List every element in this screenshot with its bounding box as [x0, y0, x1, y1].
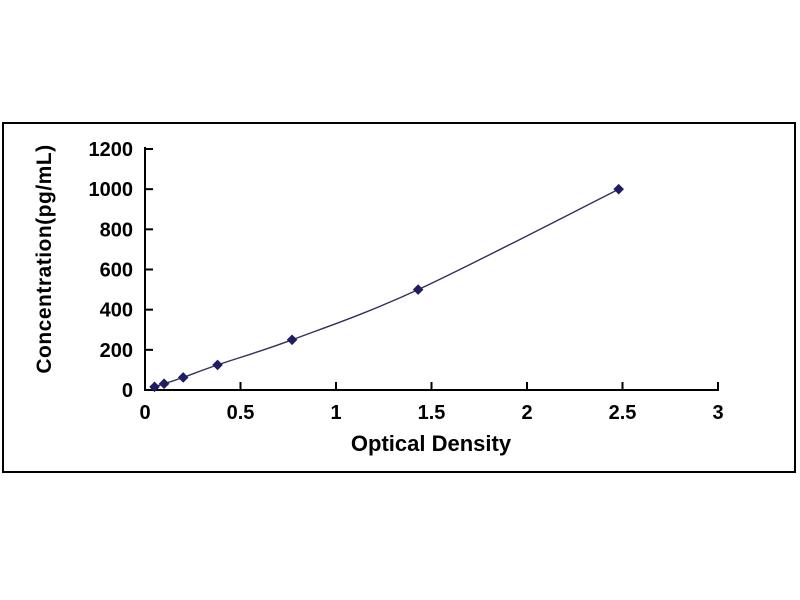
data-point-marker [149, 381, 160, 393]
x-tick-label: 1.5 [418, 402, 446, 424]
y-tick-label: 800 [100, 219, 133, 241]
data-point-marker [177, 372, 189, 383]
x-tick-label: 2 [521, 402, 532, 424]
data-point-marker [286, 334, 298, 346]
y-axis-title: Concentration(pg/mL) [33, 144, 56, 373]
data-point-marker [613, 183, 624, 195]
x-tick-label: 1 [330, 402, 341, 424]
data-point-marker [212, 359, 223, 371]
data-point-marker [158, 378, 170, 390]
x-tick-label: 3 [712, 402, 723, 424]
y-tick-label: 600 [100, 260, 133, 282]
y-tick-label: 1000 [89, 179, 134, 201]
x-tick-label: 0.5 [227, 402, 255, 424]
y-tick-label: 0 [122, 380, 133, 402]
x-tick-label: 0 [139, 402, 150, 424]
y-tick-label: 200 [100, 340, 133, 362]
x-axis-title: Optical Density [351, 431, 512, 456]
x-tick-label: 2.5 [609, 402, 637, 424]
y-tick-label: 1200 [89, 139, 134, 161]
data-point-marker [412, 284, 424, 295]
y-tick-label: 400 [100, 300, 133, 322]
plot-elements: 0 0.5 1 1.5 2 2.5 3 0 200 400 600 800 1000 1200 [89, 139, 724, 424]
